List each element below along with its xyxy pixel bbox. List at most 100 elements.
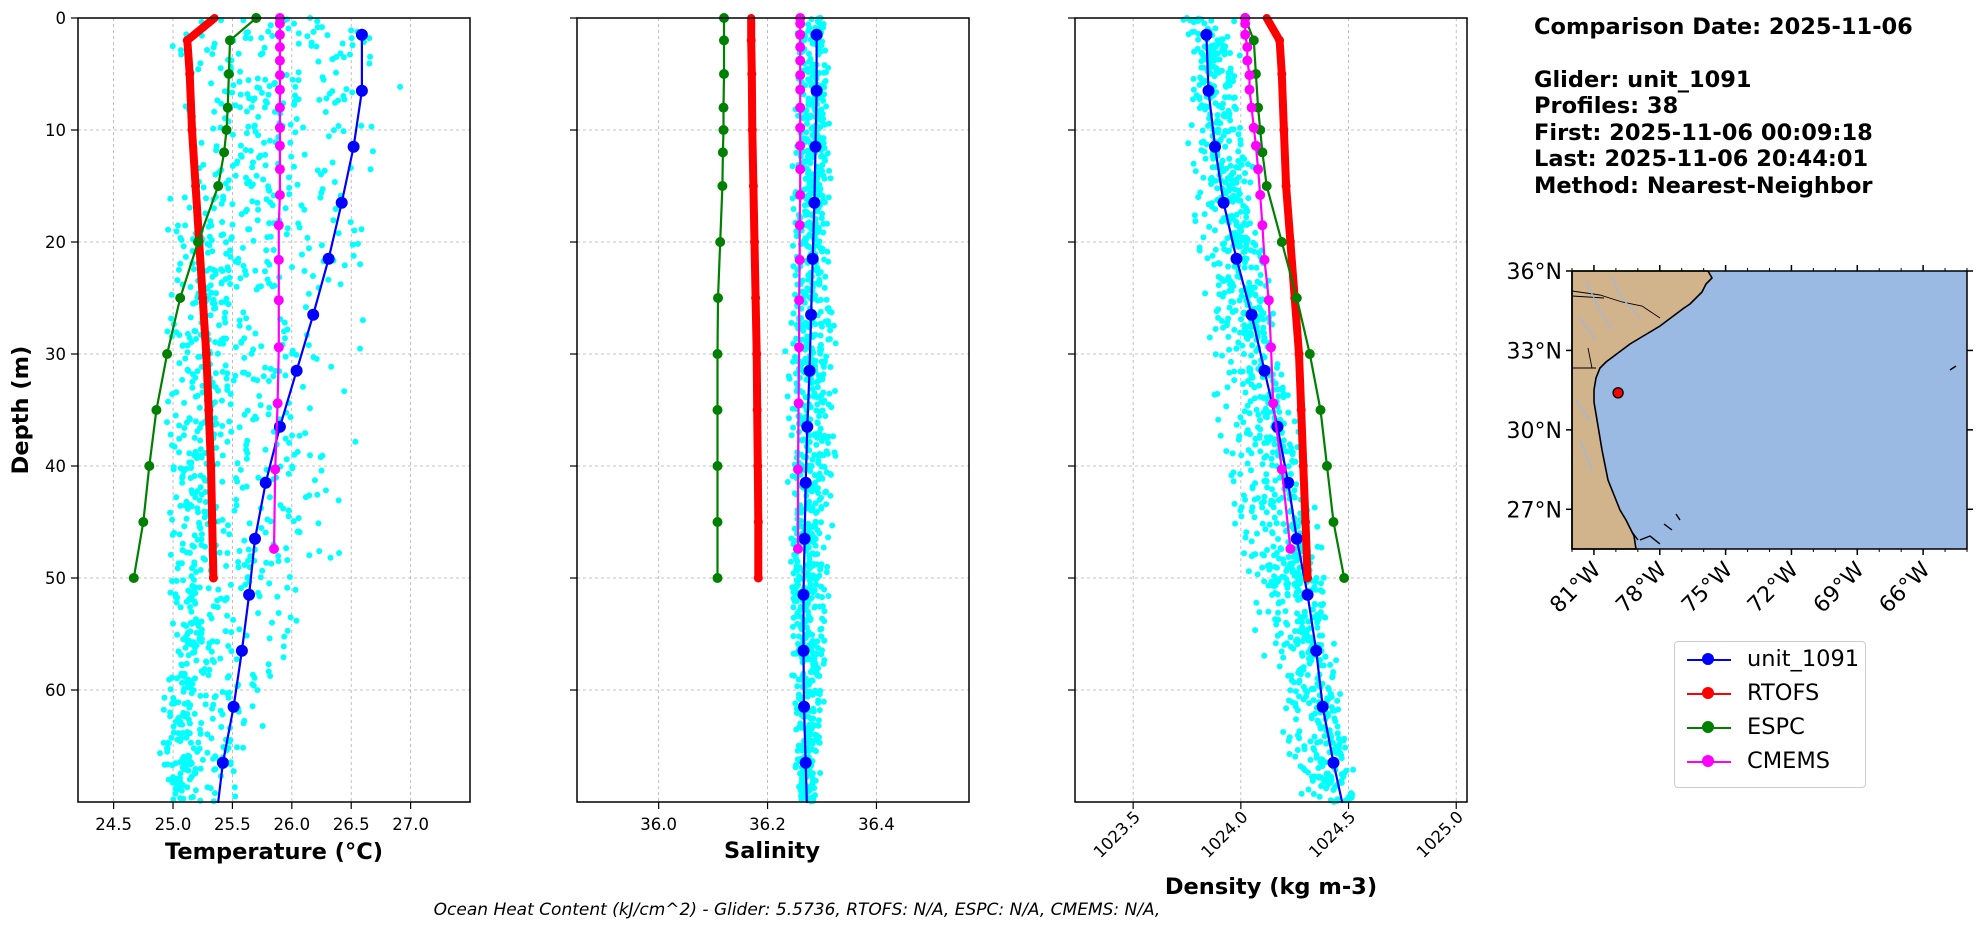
salinity-glider-obs-point (814, 401, 821, 408)
density-glider-obs-point (1335, 735, 1342, 742)
density-glider-obs-point (1333, 657, 1340, 664)
salinity-unit-1091-point (798, 532, 811, 545)
temperature-glider-obs-point (349, 42, 356, 49)
temperature-xlabel: Temperature (°C) (165, 839, 383, 865)
density-glider-obs-point (1237, 507, 1244, 514)
temperature-glider-obs-point (253, 172, 260, 179)
density-glider-obs-point (1225, 70, 1232, 76)
temperature-glider-obs-point (257, 402, 264, 409)
temperature-glider-obs-point (259, 89, 265, 96)
temperature-glider-obs-point (193, 657, 200, 664)
temperature-ytick-label: 20 (45, 233, 66, 252)
salinity-unit-1091-point (803, 364, 816, 377)
density-glider-obs-point (1240, 492, 1247, 499)
salinity-glider-obs-point (817, 425, 824, 432)
temperature-glider-obs-point (191, 328, 198, 334)
density-glider-obs-point (1292, 703, 1299, 710)
temperature-glider-obs-point (310, 354, 317, 361)
salinity-xlabel: Salinity (724, 838, 820, 864)
density-glider-obs-point (1202, 290, 1209, 297)
temperature-glider-obs-point (198, 531, 205, 538)
density-glider-obs-point (1332, 718, 1339, 725)
density-espc-point (1315, 405, 1326, 415)
density-glider-obs-point (1257, 272, 1264, 278)
temperature-glider-obs-point (216, 549, 223, 556)
density-glider-obs-point (1226, 247, 1232, 254)
density-glider-obs-point (1260, 409, 1267, 415)
density-glider-obs-point (1209, 164, 1216, 171)
salinity-unit-1091-point (797, 644, 810, 657)
temperature-glider-obs-point (188, 773, 195, 780)
temperature-glider-obs-point (294, 448, 301, 455)
density-glider-obs-point (1228, 285, 1235, 292)
density-glider-obs-point (1238, 513, 1245, 520)
density-glider-obs-point (1310, 745, 1317, 752)
salinity-glider-obs-point (788, 432, 795, 439)
temperature-glider-obs-point (177, 770, 184, 777)
density-glider-obs-point (1242, 534, 1249, 541)
salinity-glider-obs-point (793, 563, 800, 570)
temperature-glider-obs-point (357, 345, 363, 352)
density-glider-obs-point (1240, 202, 1247, 209)
salinity-glider-obs-point (797, 603, 804, 610)
temperature-glider-obs-point (262, 76, 269, 83)
temperature-glider-obs-point (335, 230, 342, 237)
salinity-rtofs-point (750, 237, 759, 247)
density-glider-obs-point (1240, 381, 1246, 387)
temperature-glider-obs-point (188, 487, 195, 494)
temperature-ytick-label: 60 (45, 681, 66, 700)
density-series (1200, 13, 1350, 804)
temperature-glider-obs-point (195, 509, 201, 516)
temperature-rtofs-point (207, 517, 217, 527)
salinity-cmems-point (795, 42, 806, 53)
salinity-cmems-point (795, 18, 806, 29)
temperature-glider-obs-point (221, 314, 228, 321)
temperature-glider-obs-point (205, 672, 212, 679)
density-glider-obs-point (1208, 17, 1215, 24)
temperature-glider-obs-point (186, 204, 193, 211)
density-glider-obs-point (1253, 406, 1260, 413)
temperature-glider-obs-point (191, 543, 197, 550)
density-glider-obs-point (1252, 480, 1259, 487)
density-glider-obs-point (1221, 290, 1228, 296)
salinity-espc-point (719, 35, 729, 46)
temperature-glider-obs-point (283, 231, 290, 238)
density-glider-obs-point (1327, 661, 1334, 668)
temperature-glider-obs-point (191, 473, 198, 479)
density-glider-obs-point (1271, 514, 1278, 521)
density-glider-obs-point (1275, 600, 1282, 607)
density-glider-obs-point (1230, 95, 1237, 101)
density-glider-obs-point (1216, 119, 1223, 126)
density-glider-obs-point (1319, 763, 1326, 770)
salinity-espc-point (717, 147, 728, 158)
density-glider-obs-point (1212, 25, 1219, 32)
salinity-glider-obs-point (829, 522, 836, 529)
density-glider-obs-point (1246, 365, 1253, 372)
density-glider-obs-point (1253, 347, 1260, 354)
temperature-glider-obs-point (222, 276, 229, 283)
temperature-glider-obs-point (332, 206, 339, 212)
temperature-glider-obs-point (174, 565, 181, 572)
temperature-glider-obs-point (212, 268, 219, 274)
temperature-glider-obs-point (212, 766, 219, 773)
density-glider-obs-point (1295, 679, 1302, 686)
salinity-cmems-point (794, 295, 805, 306)
density-glider-obs-point (1283, 705, 1290, 712)
temperature-glider-obs-point (232, 372, 239, 379)
map-lon-label: 81°W (1546, 557, 1607, 618)
temperature-espc-point (138, 517, 149, 527)
temperature-glider-obs-point (167, 551, 174, 558)
temperature-glider-obs-point (354, 240, 361, 247)
temperature-glider-obs-point (249, 703, 256, 710)
density-cmems-point (1244, 70, 1255, 81)
temperature-glider-obs-point (206, 233, 213, 240)
temperature-glider-obs-point (314, 18, 321, 25)
density-glider-obs-point (1247, 179, 1254, 186)
density-glider-obs-point (1237, 471, 1244, 478)
temperature-glider-obs-point (171, 697, 177, 704)
temperature-glider-obs-point (218, 200, 225, 207)
density-glider-obs-point (1228, 176, 1235, 183)
salinity-glider-obs-point (807, 724, 814, 731)
salinity-glider-obs-point (820, 544, 827, 551)
density-glider-obs-point (1273, 520, 1280, 527)
